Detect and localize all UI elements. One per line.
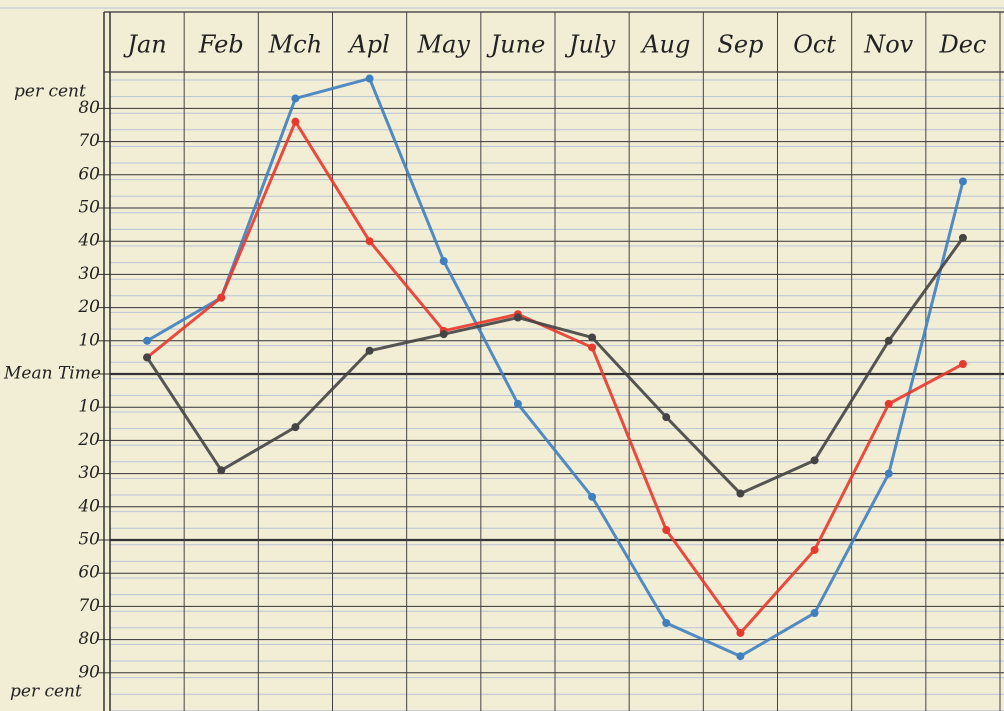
point bbox=[217, 294, 225, 302]
point bbox=[514, 400, 522, 408]
x-tick-label: Nov bbox=[863, 31, 913, 59]
y-tick-label: 50 bbox=[78, 530, 100, 550]
x-tick-label: Feb bbox=[198, 31, 244, 59]
y-tick-label: 80 bbox=[78, 98, 100, 118]
point bbox=[811, 609, 819, 617]
point bbox=[588, 493, 596, 501]
point bbox=[959, 360, 967, 368]
y-tick-label: 30 bbox=[78, 264, 100, 284]
x-tick-label: May bbox=[417, 31, 471, 59]
chart: per cent per cent 80 70 60 50 40 30 20 10 Mean T… bbox=[0, 0, 1004, 711]
point bbox=[588, 343, 596, 351]
point bbox=[366, 75, 374, 83]
point bbox=[662, 619, 670, 627]
y-tick-label: 90 bbox=[78, 662, 100, 682]
y-tick-label: 40 bbox=[77, 231, 100, 251]
point bbox=[736, 652, 744, 660]
y-tick-label: Mean Time bbox=[3, 364, 101, 384]
point bbox=[217, 466, 225, 474]
y-tick-label: 10 bbox=[78, 397, 100, 417]
point bbox=[959, 177, 967, 185]
point bbox=[291, 118, 299, 126]
point bbox=[291, 94, 299, 102]
y-tick-label: 20 bbox=[77, 430, 100, 450]
x-tick-label: Dec bbox=[938, 31, 986, 59]
point bbox=[885, 470, 893, 478]
x-tick-label: July bbox=[564, 31, 616, 59]
y-tick-label: 70 bbox=[78, 596, 100, 616]
y-tick-label: 70 bbox=[78, 131, 100, 151]
point bbox=[588, 333, 596, 341]
page: {"chart_data": {"type": "line", "categor… bbox=[0, 0, 1004, 711]
y-tick-label: 30 bbox=[78, 463, 100, 483]
y-label-top: per cent bbox=[14, 82, 86, 102]
notebook-lines bbox=[0, 8, 1004, 711]
point bbox=[366, 347, 374, 355]
point bbox=[291, 423, 299, 431]
x-tick-label: Apl bbox=[347, 31, 389, 59]
y-tick-label: 20 bbox=[77, 297, 100, 317]
x-tick-label: Oct bbox=[793, 31, 836, 59]
point bbox=[885, 400, 893, 408]
point bbox=[440, 257, 448, 265]
y-tick-label: 80 bbox=[78, 629, 100, 649]
point bbox=[514, 314, 522, 322]
y-tick-label: 60 bbox=[78, 563, 100, 583]
y-tick-label: 10 bbox=[78, 330, 100, 350]
point bbox=[366, 237, 374, 245]
point bbox=[736, 490, 744, 498]
point bbox=[662, 526, 670, 534]
y-tick-label: 60 bbox=[78, 164, 100, 184]
y-tick-label: 50 bbox=[78, 198, 100, 218]
y-label-bottom: per cent bbox=[10, 682, 82, 702]
point bbox=[143, 337, 151, 345]
point bbox=[811, 546, 819, 554]
x-tick-label: June bbox=[486, 31, 546, 59]
point bbox=[811, 456, 819, 464]
point bbox=[440, 330, 448, 338]
point bbox=[143, 353, 151, 361]
point bbox=[885, 337, 893, 345]
x-tick-label: Mch bbox=[268, 31, 322, 59]
point bbox=[662, 413, 670, 421]
point bbox=[959, 234, 967, 242]
x-tick-label: Jan bbox=[122, 31, 166, 59]
y-tick-label: 40 bbox=[77, 496, 100, 516]
x-tick-label: Aug bbox=[640, 31, 690, 59]
x-tick-label: Sep bbox=[717, 31, 763, 59]
point bbox=[736, 629, 744, 637]
